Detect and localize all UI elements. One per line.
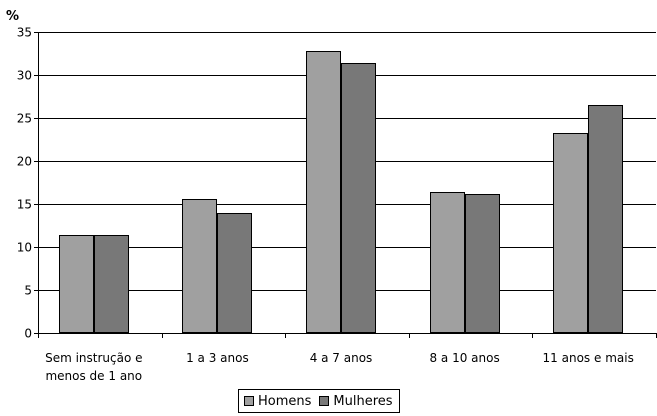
y-tick-label: 10 [17, 241, 32, 255]
category-label: 8 a 10 anos [429, 351, 499, 365]
y-tick-label: 5 [24, 284, 32, 298]
bar-homens-4 [553, 133, 588, 333]
bar-mulheres-2 [341, 63, 376, 333]
legend-item-homens: Homens [244, 394, 311, 409]
bar-mulheres-0 [94, 235, 129, 333]
bar-mulheres-1 [217, 213, 252, 333]
category-label: 1 a 3 anos [186, 351, 249, 365]
bar-homens-1 [182, 199, 217, 333]
legend: Homens Mulheres [238, 389, 400, 413]
category-labels: Sem instrução e menos de 1 ano 1 a 3 anos 4… [45, 351, 634, 383]
y-tick-label: 25 [17, 112, 32, 126]
axes [34, 32, 657, 338]
legend-swatch-homens [244, 396, 254, 406]
y-tick-labels: 0 5 10 15 20 25 30 35 [17, 26, 32, 341]
y-tick-label: 30 [17, 69, 32, 83]
category-label: 11 anos e mais [543, 351, 634, 365]
bar-mulheres-4 [588, 105, 623, 333]
bar-homens-3 [430, 192, 465, 333]
legend-label-homens: Homens [258, 393, 312, 409]
bars [59, 51, 623, 333]
category-label: menos de 1 ano [45, 369, 142, 383]
category-label: 4 a 7 anos [310, 351, 373, 365]
y-tick-label: 15 [17, 198, 32, 212]
bar-homens-0 [59, 235, 94, 333]
y-tick-label: 20 [17, 155, 32, 169]
bar-homens-2 [306, 51, 341, 333]
legend-label-mulheres: Mulheres [333, 393, 393, 409]
bar-mulheres-3 [465, 194, 500, 333]
legend-item-mulheres: Mulheres [319, 393, 393, 409]
y-unit-label: % [6, 9, 19, 24]
y-tick-label: 35 [17, 26, 32, 40]
category-label: Sem instrução e [45, 351, 142, 365]
legend-swatch-mulheres [319, 396, 330, 406]
y-tick-label: 0 [24, 327, 32, 341]
